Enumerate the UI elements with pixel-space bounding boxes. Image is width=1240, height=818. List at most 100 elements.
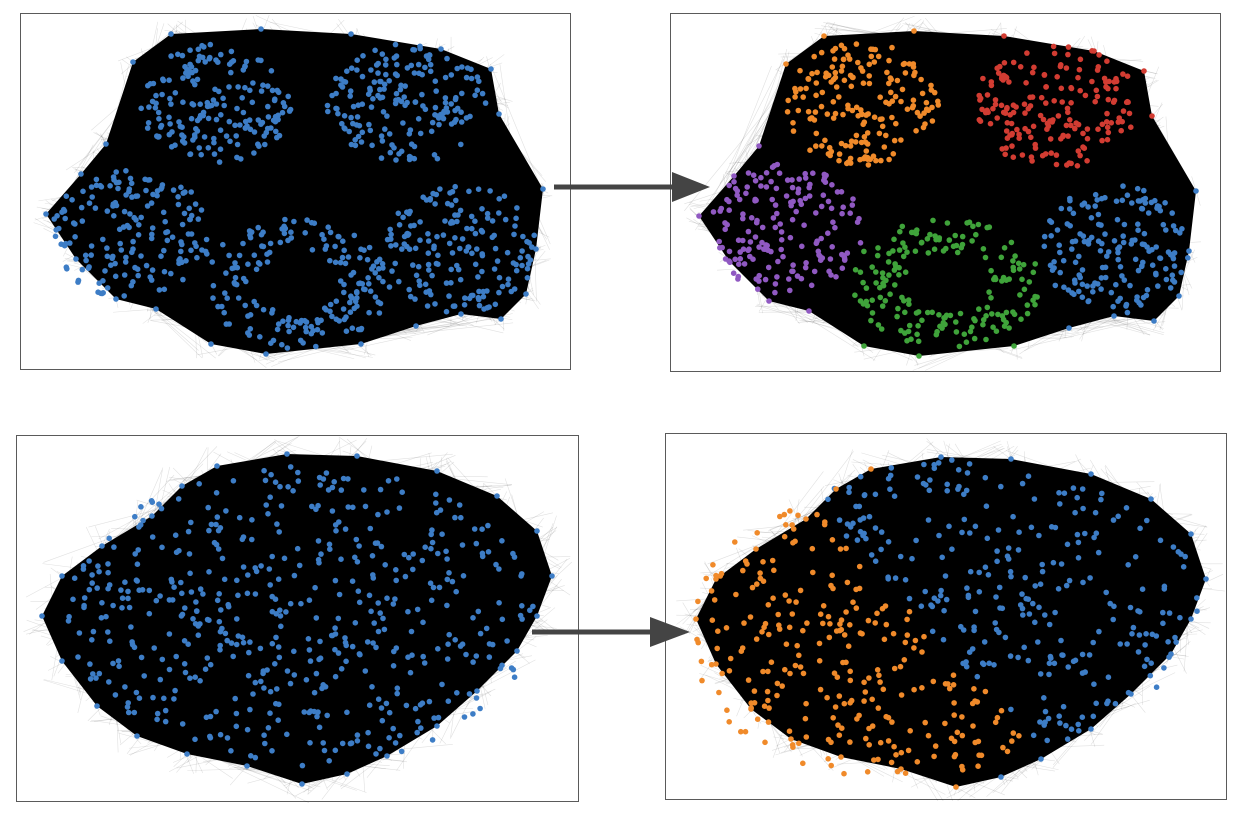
- graph-node: [1070, 658, 1077, 665]
- graph-node: [366, 309, 372, 316]
- graph-node: [798, 201, 805, 208]
- graph-node: [182, 669, 189, 676]
- graph-node: [373, 644, 379, 651]
- graph-node: [525, 261, 532, 267]
- graph-node: [1051, 259, 1057, 265]
- graph-node: [235, 84, 241, 90]
- graph-node: [1105, 674, 1112, 680]
- graph-node: [942, 720, 948, 727]
- graph-node: [306, 647, 313, 653]
- graph-node: [448, 266, 455, 273]
- graph-node: [946, 685, 953, 692]
- graph-node: [185, 528, 192, 535]
- graph-node: [158, 253, 164, 259]
- graph-node: [965, 592, 972, 599]
- graph-node: [1138, 302, 1144, 308]
- graph-node: [1149, 113, 1155, 119]
- graph-node: [250, 80, 256, 86]
- graph-node: [959, 233, 966, 240]
- graph-node: [996, 584, 1003, 591]
- graph-node: [971, 335, 978, 342]
- graph-node: [1064, 736, 1071, 742]
- graph-node: [836, 157, 842, 164]
- graph-node: [883, 277, 889, 284]
- graph-node: [208, 102, 215, 109]
- graph-node: [838, 189, 845, 195]
- graph-node: [786, 276, 792, 282]
- graph-node: [175, 194, 181, 200]
- graph-node: [1087, 575, 1093, 581]
- graph-node: [260, 306, 267, 313]
- graph-node: [524, 265, 531, 272]
- graph-node: [969, 646, 976, 652]
- graph-node: [390, 601, 397, 607]
- graph-node: [1021, 286, 1028, 293]
- graph-node: [291, 218, 297, 225]
- graph-node: [1084, 126, 1091, 132]
- graph-node: [119, 595, 126, 601]
- graph-node: [807, 116, 813, 122]
- graph-node: [193, 599, 199, 605]
- graph-node: [1039, 152, 1046, 159]
- graph-node: [1028, 134, 1034, 141]
- graph-node: [341, 289, 347, 296]
- graph-node: [209, 259, 215, 265]
- graph-node: [470, 292, 476, 299]
- graph-node: [347, 93, 354, 99]
- graph-node: [360, 53, 366, 59]
- graph-node: [881, 144, 888, 150]
- graph-node: [247, 639, 253, 645]
- graph-node: [834, 674, 841, 680]
- graph-node: [1059, 99, 1065, 105]
- graph-node: [905, 747, 912, 754]
- graph-node: [906, 608, 913, 615]
- graph-node: [72, 234, 78, 240]
- graph-node: [1010, 730, 1017, 736]
- graph-node: [821, 175, 828, 181]
- graph-node: [393, 242, 399, 248]
- graph-node: [214, 597, 221, 604]
- graph-node: [1036, 604, 1042, 611]
- graph-node: [378, 133, 385, 139]
- graph-node: [1136, 632, 1143, 638]
- graph-node: [478, 227, 485, 234]
- graph-node: [379, 261, 386, 267]
- graph-node: [210, 282, 217, 289]
- graph-node: [785, 97, 791, 104]
- graph-node: [1099, 137, 1105, 144]
- graph-node: [149, 499, 156, 505]
- graph-node: [427, 68, 434, 75]
- graph-node: [82, 252, 89, 259]
- graph-node: [790, 526, 797, 532]
- graph-node: [342, 260, 349, 267]
- graph-node: [86, 200, 93, 206]
- graph-node: [451, 303, 458, 309]
- graph-node: [937, 323, 943, 330]
- graph-node: [235, 633, 242, 639]
- graph-node: [814, 511, 820, 518]
- graph-node: [796, 176, 802, 182]
- graph-node: [1081, 238, 1088, 245]
- graph-node: [344, 68, 350, 74]
- graph-node: [108, 262, 114, 268]
- graph-node: [346, 128, 353, 135]
- graph-node: [434, 468, 440, 474]
- graph-node: [122, 684, 128, 690]
- graph-node: [83, 257, 89, 264]
- graph-node: [1000, 72, 1007, 79]
- graph-node: [1010, 154, 1017, 160]
- graph-node: [891, 267, 898, 273]
- graph-node: [260, 243, 267, 250]
- graph-node: [394, 61, 400, 68]
- graph-node: [398, 748, 405, 755]
- graph-node: [941, 607, 947, 614]
- graph-node: [457, 643, 464, 649]
- graph-node: [275, 321, 282, 327]
- graph-node: [306, 597, 313, 603]
- graph-node: [472, 230, 479, 237]
- graph-node: [240, 67, 247, 73]
- graph-node: [1009, 130, 1015, 137]
- graph-node: [1060, 703, 1067, 710]
- graph-node: [1099, 121, 1106, 128]
- graph-node: [906, 61, 913, 67]
